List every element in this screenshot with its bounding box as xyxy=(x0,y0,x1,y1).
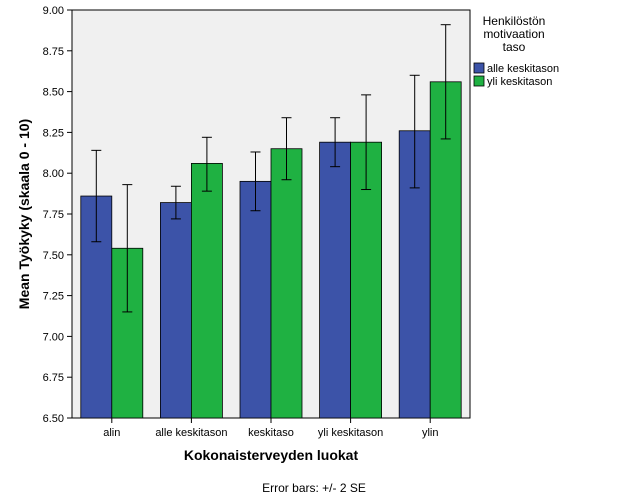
legend-title-line: taso xyxy=(503,40,526,54)
bar xyxy=(270,148,303,419)
legend-title-line: Henkilöstön xyxy=(483,14,546,28)
y-tick-label: 8.25 xyxy=(43,127,64,139)
x-tick-label: ylin xyxy=(422,427,439,439)
y-tick-label: 7.25 xyxy=(43,291,64,303)
bar xyxy=(190,163,223,419)
legend-entry-label: alle keskitason xyxy=(487,63,559,75)
y-tick-label: 7.75 xyxy=(43,209,64,221)
x-axis-label: Kokonaisterveyden luokat xyxy=(184,447,359,463)
legend-entry-label: yli keskitason xyxy=(487,76,552,88)
y-tick-label: 8.75 xyxy=(43,46,64,58)
bar xyxy=(159,202,192,419)
legend-title-line: motivaation xyxy=(483,27,544,41)
bar xyxy=(239,180,272,419)
x-tick-label: alle keskitason xyxy=(155,427,227,439)
y-tick-label: 8.50 xyxy=(43,87,64,99)
error-bar-footnote: Error bars: +/- 2 SE xyxy=(262,481,366,495)
y-tick-label: 8.00 xyxy=(43,168,64,180)
bar xyxy=(319,141,352,419)
y-tick-label: 7.00 xyxy=(43,331,64,343)
y-axis-label: Mean Työkyky (skaala 0 - 10) xyxy=(16,119,32,309)
y-tick-label: 6.75 xyxy=(43,372,64,384)
y-tick-label: 7.50 xyxy=(43,250,64,262)
legend-swatch xyxy=(473,75,485,87)
legend-swatch xyxy=(473,62,485,74)
x-tick-label: alin xyxy=(103,427,120,439)
y-tick-label: 9.00 xyxy=(43,5,64,17)
x-tick-label: keskitaso xyxy=(248,427,294,439)
y-tick-label: 6.50 xyxy=(43,413,64,425)
x-tick-label: yli keskitason xyxy=(318,427,383,439)
